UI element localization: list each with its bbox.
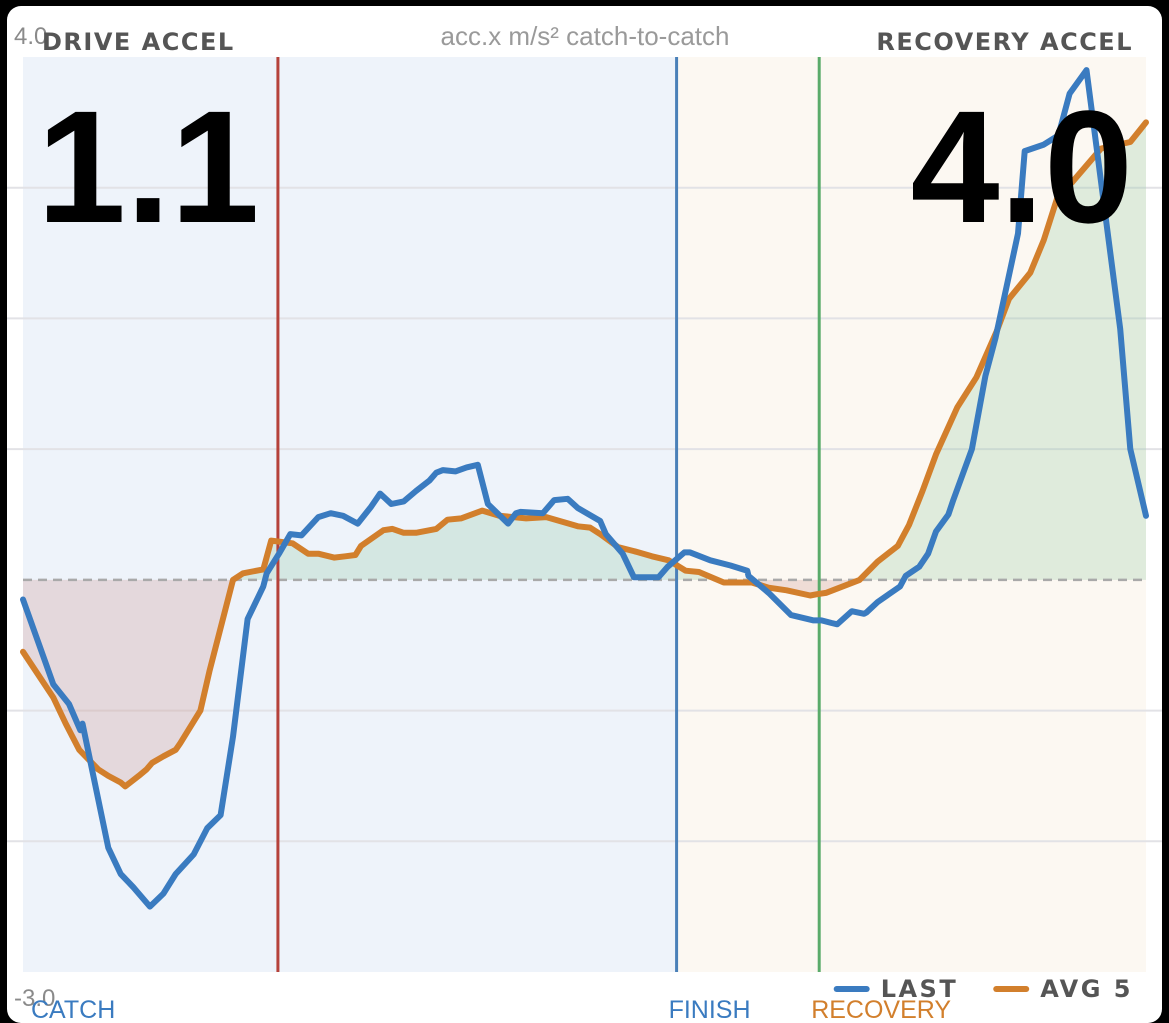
negative-area-fill xyxy=(23,579,860,787)
series-line-last xyxy=(20,67,1149,910)
recovery-accel-value: 4.0 xyxy=(911,77,1133,256)
legend: AVG 5 LAST xyxy=(833,975,1133,1003)
legend-label-avg-5: AVG 5 xyxy=(1040,975,1133,1003)
y-min-tick: -3.0 xyxy=(14,985,55,1012)
vertical-lines xyxy=(276,57,821,972)
chart-card: acc.x m/s² catch-to-catch 4.0 DRIVE ACCE… xyxy=(7,6,1162,1023)
phase-marker-recovery: RECOVERY xyxy=(811,996,951,1023)
drive-accel-value: 1.1 xyxy=(37,77,259,256)
phase-marker-catch: CATCH xyxy=(31,996,115,1023)
phase-markers: CATCH FINISH RECOVERY xyxy=(31,996,951,1023)
phase-region-0 xyxy=(23,57,677,972)
chart-title: acc.x m/s² catch-to-catch xyxy=(441,21,730,51)
positive-area-fill xyxy=(233,122,1147,580)
phase-marker-finish: FINISH xyxy=(669,996,751,1023)
y-max-tick: 4.0 xyxy=(14,23,47,50)
acceleration-chart: acc.x m/s² catch-to-catch 4.0 DRIVE ACCE… xyxy=(7,21,1162,1023)
area-fills xyxy=(23,122,1147,787)
recovery-accel-label: RECOVERY ACCEL xyxy=(876,28,1133,56)
drive-accel-label: DRIVE ACCEL xyxy=(42,28,235,56)
legend-label-last: LAST xyxy=(881,975,959,1003)
series-lines xyxy=(20,67,1149,910)
